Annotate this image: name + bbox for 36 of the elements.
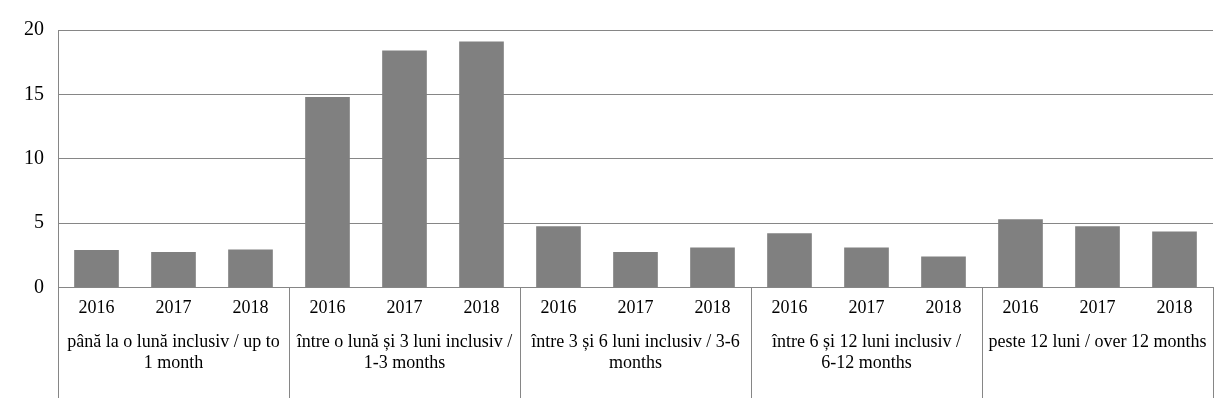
x-tick-label: 2017 <box>155 296 192 317</box>
bar <box>74 250 119 287</box>
x-tick-label: 2017 <box>386 296 423 317</box>
bar <box>921 256 966 287</box>
y-tick-label: 5 <box>34 210 44 233</box>
y-tick-label: 15 <box>24 81 44 104</box>
bar <box>767 233 812 287</box>
x-tick-label: 2017 <box>848 296 885 317</box>
bar <box>690 247 735 287</box>
bar <box>844 247 889 287</box>
text: între o lună și 3 luni inclusiv / 1-3 months <box>295 331 513 373</box>
bar <box>228 249 273 287</box>
x-tick-label: 2016 <box>309 296 346 317</box>
x-tick-label: 2018 <box>694 296 731 317</box>
x-tick-label: 2018 <box>232 296 269 317</box>
text: între 3 și 6 luni inclusiv / 3-6 months <box>530 331 740 373</box>
text: până la o lună inclusiv / up to 1 month <box>67 331 280 373</box>
x-tick-label: 2018 <box>1156 296 1193 317</box>
bar <box>151 252 196 287</box>
x-tick-label: 2018 <box>925 296 962 317</box>
bar <box>1075 226 1120 287</box>
x-tick-label: 2017 <box>617 296 654 317</box>
x-tick-label: 2016 <box>540 296 577 317</box>
y-tick-label: 0 <box>34 274 44 297</box>
x-tick-label: 2016 <box>1002 296 1039 317</box>
x-tick-label: 2018 <box>463 296 500 317</box>
bar <box>1152 231 1197 287</box>
x-tick-label: 2016 <box>78 296 115 317</box>
bar <box>536 226 581 287</box>
y-tick-label: 10 <box>24 145 44 168</box>
text: peste 12 luni / over 12 months <box>988 331 1207 352</box>
text: între 6 și 12 luni inclusiv / 6-12 months <box>771 331 961 373</box>
x-tick-label: 2017 <box>1079 296 1116 317</box>
x-tick-label: 2016 <box>771 296 808 317</box>
bar <box>613 252 658 287</box>
y-tick-label: 20 <box>24 17 44 40</box>
